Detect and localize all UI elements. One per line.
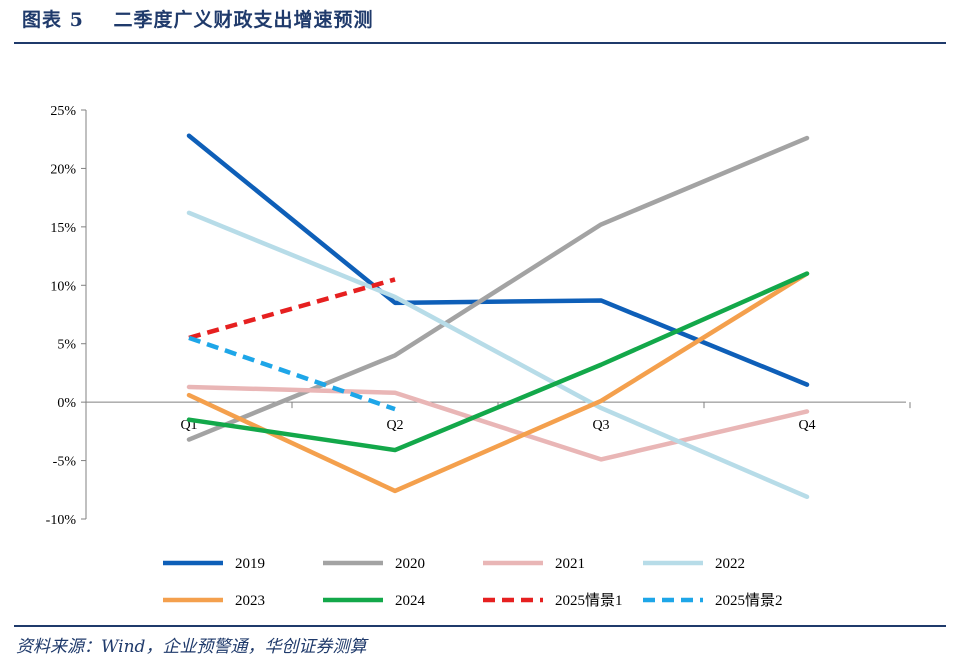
figure-number: 5 [69, 9, 84, 31]
series-layer [186, 133, 810, 500]
y-tick-label: 25% [50, 104, 76, 119]
y-tick-label: 15% [50, 221, 76, 236]
legend-label: 2025情景1 [555, 592, 623, 609]
x-tick-label: Q3 [592, 418, 609, 433]
chart-title: 二季度广义财政支出增速预测 [113, 9, 374, 31]
series-line-2019 [186, 133, 810, 387]
y-tick-label: 0% [57, 396, 76, 411]
figure-label: 图表 [22, 9, 63, 31]
y-tick-label: -10% [46, 513, 77, 528]
axes: 25%20%15%10%5%0%-5%-10%Q1 Q2 Q3 Q4 [46, 104, 911, 528]
footer-rule [14, 625, 946, 627]
legend: 2019 2020 2021 2022 2023 2024 2025情景1 2025情景2 [163, 556, 783, 609]
figure-title: 图表 5 二季度广义财政支出增速预测 [22, 5, 374, 35]
header-rule [14, 42, 946, 44]
legend-item: 2025情景2 [643, 592, 783, 609]
legend-label: 2025情景2 [715, 592, 783, 609]
legend-item: 2019 [163, 556, 265, 572]
legend-item: 2024 [323, 593, 426, 609]
series-line-2025情景2 [188, 335, 396, 412]
legend-item: 2021 [483, 556, 585, 572]
series-line-2025情景1 [188, 277, 396, 341]
legend-item: 2020 [323, 556, 425, 572]
y-tick-label: 10% [50, 279, 76, 294]
legend-label: 2019 [235, 556, 265, 572]
series-line-2020 [186, 135, 810, 442]
legend-label: 2023 [235, 593, 265, 609]
legend-item: 2023 [163, 593, 265, 609]
y-tick-label: 5% [57, 338, 76, 353]
series-line-2021 [186, 384, 810, 462]
source-note: 资料来源：Wind，企业预警通，华创证券测算 [16, 637, 367, 657]
legend-label: 2022 [715, 556, 745, 572]
legend-item: 2022 [643, 556, 745, 572]
series-line-2023 [186, 271, 810, 494]
legend-label: 2024 [395, 593, 426, 609]
series-line-2022 [186, 210, 810, 500]
y-tick-label: 20% [50, 162, 76, 177]
legend-label: 2021 [555, 556, 585, 572]
legend-item: 2025情景1 [483, 592, 623, 609]
legend-label: 2020 [395, 556, 425, 572]
x-tick-label: Q2 [386, 418, 403, 433]
x-tick-label: Q4 [798, 418, 815, 433]
series-line-2024 [186, 271, 810, 453]
y-tick-label: -5% [53, 455, 77, 470]
